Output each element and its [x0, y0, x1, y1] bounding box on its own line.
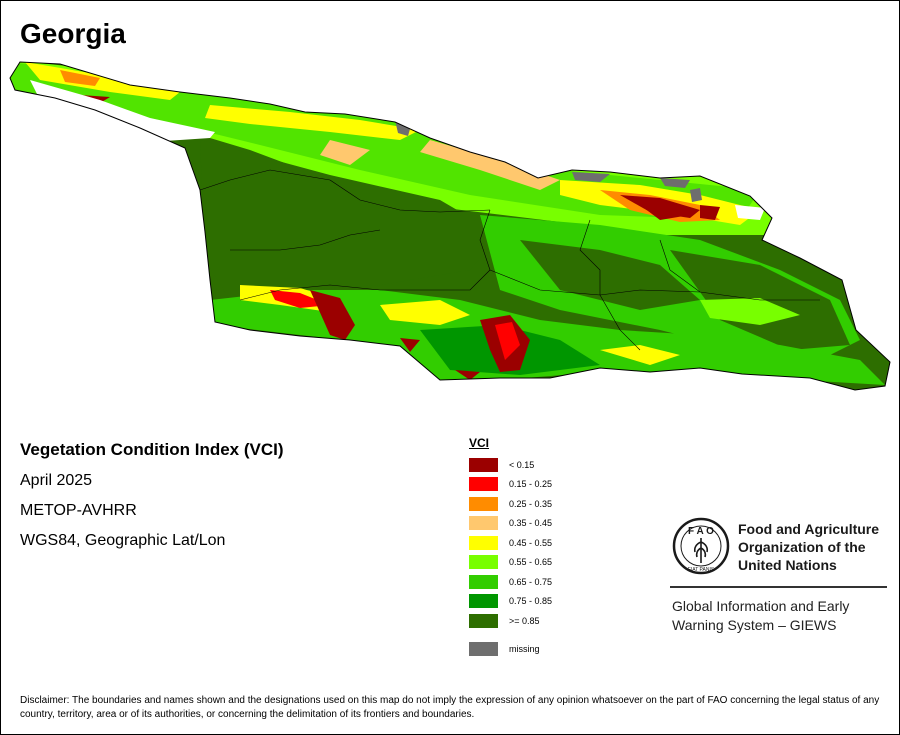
legend-label: 0.45 - 0.55 [509, 537, 553, 548]
legend-item: >= 0.85 [469, 611, 552, 631]
legend-item-missing: missing [469, 640, 552, 660]
projection: WGS84, Geographic Lat/Lon [20, 532, 226, 549]
legend-item: 0.25 - 0.35 [469, 494, 552, 514]
emblem-letters: F A O [688, 526, 714, 537]
vci-legend: VCI < 0.15 0.15 - 0.25 0.25 - 0.35 0.35 … [469, 436, 552, 659]
legend-swatch [469, 613, 498, 628]
legend-item: 0.55 - 0.65 [469, 553, 552, 573]
period: April 2025 [20, 472, 93, 489]
legend-label: 0.25 - 0.35 [509, 498, 553, 509]
legend-item: < 0.15 [469, 455, 552, 475]
legend-label: 0.55 - 0.65 [509, 557, 553, 568]
legend-swatch [469, 477, 498, 492]
georgia-map-svg [9, 61, 891, 391]
legend-swatch [469, 496, 498, 511]
emblem-motto: FIAT PANIS [688, 567, 715, 573]
map-info: Vegetation Condition Index (VCI) April 2… [20, 440, 284, 562]
logo-divider [670, 586, 887, 588]
legend-swatch [469, 535, 498, 550]
country-border [9, 61, 891, 391]
legend-title: VCI [469, 436, 490, 450]
sensor: METOP-AVHRR [20, 502, 137, 519]
legend-item: 0.65 - 0.75 [469, 572, 552, 592]
index-name: Vegetation Condition Index (VCI) [20, 440, 284, 459]
legend-item: 0.15 - 0.25 [469, 475, 552, 495]
legend-label: 0.35 - 0.45 [509, 518, 553, 529]
legend-label: 0.75 - 0.85 [509, 596, 553, 607]
legend-swatch-missing [469, 642, 498, 657]
vci-raster [10, 62, 890, 390]
legend-swatch [469, 516, 498, 531]
legend-item: 0.35 - 0.45 [469, 514, 552, 534]
map-title: Georgia [20, 18, 126, 49]
legend-swatch [469, 574, 498, 589]
vci-map [0, 50, 900, 400]
legend-swatch [469, 555, 498, 570]
legend-item: 0.75 - 0.85 [469, 592, 552, 612]
legend-swatch [469, 457, 498, 472]
legend-label-missing: missing [509, 644, 540, 655]
disclaimer: Disclaimer: The boundaries and names sho… [20, 695, 880, 720]
legend-swatch [469, 594, 498, 609]
org-name: Food and Agriculture Organization of the… [738, 521, 880, 573]
legend-label: >= 0.85 [509, 615, 540, 626]
legend-item: 0.45 - 0.55 [469, 533, 552, 553]
legend-label: < 0.15 [509, 459, 535, 470]
fao-emblem-icon: F A O FIAT PANIS [672, 517, 730, 575]
legend-label: 0.15 - 0.25 [509, 479, 553, 490]
admin-boundaries [199, 169, 820, 351]
legend-label: 0.65 - 0.75 [509, 576, 553, 587]
giews-name: Global Information and Early Warning Sys… [672, 598, 850, 633]
